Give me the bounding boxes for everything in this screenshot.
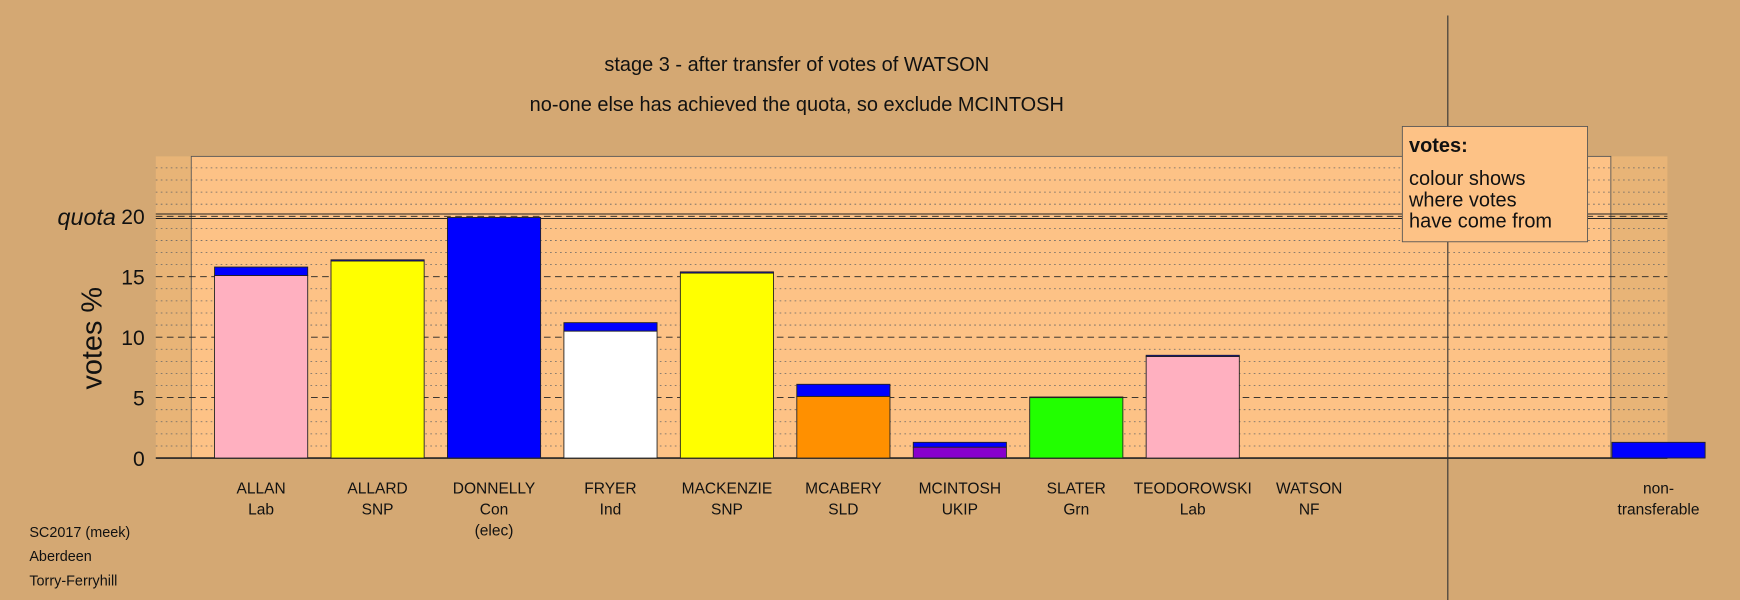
x-tick-label: MCABERY (805, 481, 882, 498)
legend-text: have come from (1409, 210, 1552, 232)
bar-segment (330, 259, 425, 262)
y-tick-label: 5 (133, 387, 145, 410)
y-axis-label: votes % (76, 287, 108, 390)
footer-text: Aberdeen (29, 549, 91, 565)
x-tick-label: Con (480, 502, 508, 519)
bar-segment (563, 330, 658, 459)
x-tick-label: ALLAN (237, 481, 286, 498)
x-tick-label: SNP (362, 502, 394, 519)
chart-title: stage 3 - after transfer of votes of WAT… (604, 54, 989, 76)
x-tick-label: non- (1643, 481, 1674, 498)
x-tick-label: SLATER (1047, 481, 1106, 498)
bar-segment (330, 260, 425, 459)
bar-segment (214, 275, 309, 459)
legend-text: colour shows (1409, 168, 1525, 190)
footer-text: Torry-Ferryhill (29, 574, 117, 590)
bar-segment (447, 217, 542, 459)
bar-segment (796, 395, 891, 459)
x-tick-label: UKIP (942, 502, 978, 519)
legend-title: votes: (1409, 135, 1468, 157)
x-tick-label: Grn (1063, 502, 1089, 519)
x-tick-label: WATSON (1276, 481, 1342, 498)
bar-segment (912, 446, 1007, 459)
x-tick-label: Lab (1180, 502, 1206, 519)
bar-segment (1611, 441, 1706, 459)
legend-text: where votes (1408, 189, 1517, 211)
bar-segment (679, 272, 774, 459)
y-tick-label: 0 (133, 448, 145, 471)
x-tick-label: MCINTOSH (919, 481, 1001, 498)
x-tick-label: TEODOROWSKI (1134, 481, 1252, 498)
bars (214, 217, 1706, 459)
bar-segment (1145, 354, 1240, 357)
y-tick-label: 20 (121, 206, 144, 229)
x-tick-label: (elec) (475, 523, 514, 540)
bar-segment (679, 271, 774, 274)
x-tick-label: NF (1299, 502, 1320, 519)
x-tick-label: SNP (711, 502, 743, 519)
footer-text: SC2017 (meek) (29, 525, 130, 541)
y-tick-label: 15 (121, 266, 144, 289)
chart-subtitle: no-one else has achieved the quota, so e… (530, 94, 1064, 116)
x-tick-label: Lab (248, 502, 274, 519)
legend-frame (1401, 125, 1589, 243)
x-tick-label: ALLARD (347, 481, 407, 498)
bar-segment (912, 441, 1007, 448)
bar-segment (1029, 397, 1124, 459)
legend-box: votes: colour shows where votes have com… (1401, 125, 1589, 243)
bar-segment (796, 383, 891, 397)
x-tick-label: SLD (828, 502, 858, 519)
bar-segment (214, 266, 309, 276)
bar-segment (1145, 356, 1240, 459)
quota-label: quota (58, 204, 116, 230)
bar-segment (1029, 396, 1124, 399)
plot-area (190, 155, 1612, 459)
y-tick-label: 10 (121, 327, 144, 350)
bar-segment (563, 322, 658, 332)
x-tick-label: DONNELLY (453, 481, 536, 498)
x-tick-label: Ind (600, 502, 622, 519)
x-tick-label: FRYER (584, 481, 636, 498)
x-tick-label: transferable (1618, 502, 1700, 519)
x-tick-label: MACKENZIE (682, 481, 773, 498)
